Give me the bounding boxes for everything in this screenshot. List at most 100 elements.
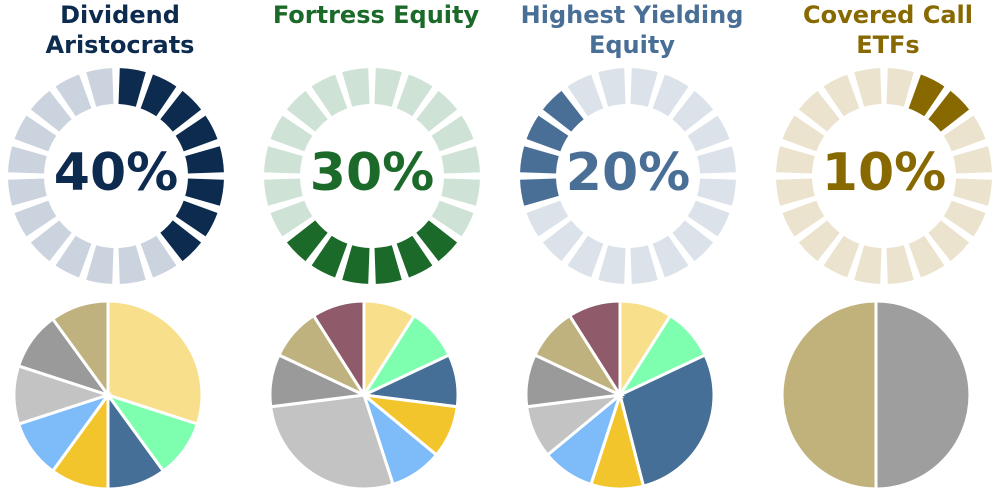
ring-segment-empty [441, 146, 480, 174]
percentage-label: 10% [822, 143, 946, 203]
ring-segment-filled [374, 245, 402, 284]
ring-segment-filled [520, 146, 559, 174]
ring-segment-empty [630, 68, 658, 107]
ring-segment-empty [270, 200, 313, 237]
ring-segment-filled [118, 68, 146, 107]
ring-segment-filled [311, 235, 348, 278]
ring-segment-empty [782, 200, 825, 237]
ring-segment-empty [8, 146, 47, 174]
ring-segment-empty [431, 200, 474, 237]
ring-segment-filled [908, 74, 945, 117]
percentage-label: 30% [310, 143, 434, 203]
ring-segment-empty [598, 245, 626, 284]
pie-slice [780, 299, 878, 491]
chart-dividend-aristocrats: Dividend Aristocrats 40% [0, 0, 250, 498]
ring-segment-empty [270, 115, 313, 152]
ring-segment-empty [672, 90, 714, 132]
ring-segment-empty [118, 245, 146, 284]
ring-segment-empty [264, 178, 303, 206]
ring-segment-empty [886, 245, 914, 284]
pie-rim [525, 300, 715, 490]
ring-segment-filled [160, 220, 202, 262]
ring-segment-empty [55, 235, 92, 278]
ring-segment-empty [598, 68, 626, 107]
ring-segment-empty [396, 74, 433, 117]
holdings-pie [268, 299, 460, 491]
ring-segment-filled [140, 74, 177, 117]
chart-title-line: Equity [588, 31, 675, 59]
pie-rim [269, 300, 459, 490]
allocation-ring: 30% [264, 68, 480, 284]
ring-segment-empty [697, 146, 736, 174]
ring-segment-empty [630, 245, 658, 284]
chart-title-line: Dividend [60, 1, 180, 29]
ring-segment-empty [55, 74, 92, 117]
chart-title-line: Aristocrats [45, 31, 195, 59]
ring-segment-empty [86, 245, 114, 284]
ring-segment-empty [886, 68, 914, 107]
ring-segment-empty [928, 220, 970, 262]
ring-segment-empty [264, 146, 303, 174]
ring-segment-empty [823, 74, 860, 117]
ring-segment-empty [14, 200, 57, 237]
ring-segment-empty [687, 115, 730, 152]
ring-segment-empty [567, 74, 604, 117]
allocation-ring: 10% [776, 68, 992, 284]
chart-title: Highest Yielding Equity [512, 0, 752, 60]
chart-title: Covered Call ETFs [768, 0, 1000, 60]
chart-covered-call-etfs: Covered Call ETFs 10% [768, 0, 1000, 498]
ring-segment-empty [798, 220, 840, 262]
ring-segment-filled [175, 200, 218, 237]
ring-segment-filled [526, 115, 569, 152]
ring-segment-filled [520, 178, 559, 206]
ring-segment-empty [86, 68, 114, 107]
allocation-ring: 40% [8, 68, 224, 284]
ring-segment-filled [416, 220, 458, 262]
ring-segment-empty [441, 178, 480, 206]
ring-segment-empty [953, 146, 992, 174]
ring-segment-empty [854, 245, 882, 284]
ring-segment-empty [311, 74, 348, 117]
chart-fortress-equity: Fortress Equity 30% [256, 0, 506, 498]
ring-segment-filled [185, 146, 224, 174]
ring-segment-empty [526, 200, 569, 237]
ring-segment-empty [953, 178, 992, 206]
ring-segment-empty [672, 220, 714, 262]
ring-segment-filled [928, 90, 970, 132]
ring-segment-empty [374, 68, 402, 107]
ring-segment-filled [342, 245, 370, 284]
ring-segment-filled [185, 178, 224, 206]
ring-segment-empty [908, 235, 945, 278]
chart-title-line: Highest Yielding [520, 1, 744, 29]
pie-slice [874, 299, 972, 491]
ring-segment-empty [776, 178, 815, 206]
ring-segment-empty [8, 178, 47, 206]
ring-segment-empty [286, 90, 328, 132]
chart-title-line: Fortress Equity [272, 1, 480, 29]
chart-title: Dividend Aristocrats [0, 0, 240, 60]
chart-title-line: Covered Call ETFs [803, 1, 973, 59]
ring-segment-empty [416, 90, 458, 132]
ring-segment-empty [697, 178, 736, 206]
ring-segment-filled [175, 115, 218, 152]
ring-segment-empty [342, 68, 370, 107]
ring-segment-empty [854, 68, 882, 107]
ring-segment-empty [30, 220, 72, 262]
ring-segment-empty [776, 146, 815, 174]
ring-segment-empty [567, 235, 604, 278]
ring-segment-filled [396, 235, 433, 278]
percentage-label: 40% [54, 143, 178, 203]
ring-segment-empty [140, 235, 177, 278]
ring-segment-empty [431, 115, 474, 152]
ring-segment-empty [823, 235, 860, 278]
holdings-pie [780, 299, 972, 491]
holdings-pie [12, 299, 204, 491]
pie-rim [13, 300, 203, 490]
ring-segment-empty [652, 235, 689, 278]
ring-segment-empty [542, 220, 584, 262]
pie-rim [781, 300, 971, 490]
ring-segment-filled [160, 90, 202, 132]
ring-segment-empty [30, 90, 72, 132]
ring-segment-empty [782, 115, 825, 152]
ring-segment-empty [652, 74, 689, 117]
